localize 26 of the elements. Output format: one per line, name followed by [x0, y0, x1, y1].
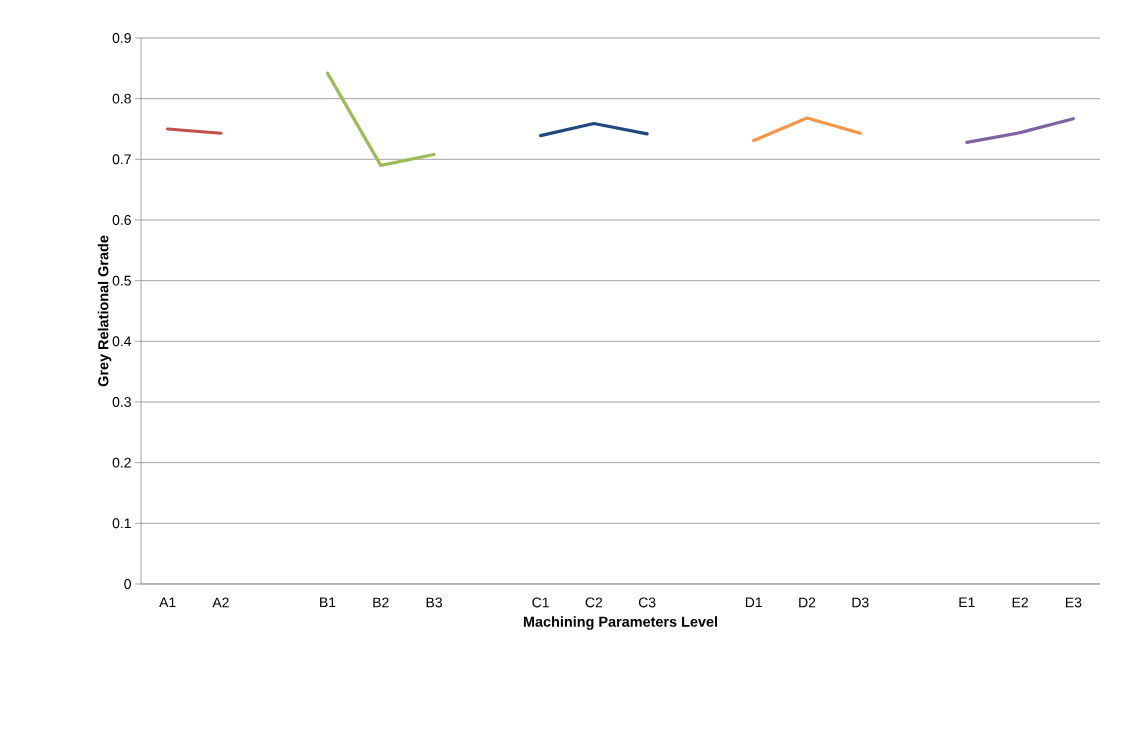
x-tick-label: B2 — [373, 597, 389, 608]
y-tick-label: 0.2 — [112, 457, 131, 468]
x-tick-label: E3 — [1065, 597, 1082, 608]
x-tick-label: B1 — [320, 597, 336, 608]
x-tick-label: E2 — [1012, 597, 1028, 608]
x-tick-label: D1 — [745, 597, 762, 608]
x-tick-label: C1 — [532, 597, 549, 608]
x-tick-label: C2 — [585, 597, 603, 608]
x-axis-title: Machining Parameters Level — [523, 616, 718, 630]
y-tick-label: 0 — [124, 579, 131, 589]
y-tick-label: 0.8 — [112, 93, 131, 104]
x-tick-label: D2 — [799, 597, 816, 608]
y-tick-label: 0.9 — [112, 33, 131, 43]
x-tick-label: A2 — [212, 597, 229, 608]
y-tick-label: 0.4 — [112, 336, 132, 347]
x-tick-label: D3 — [852, 597, 869, 608]
y-tick-label: 0.7 — [112, 154, 131, 165]
y-tick-label: 0.6 — [112, 215, 131, 225]
y-tick-label: 0.1 — [112, 518, 131, 529]
x-tick-label: B3 — [426, 597, 442, 608]
y-axis-title: Grey Relational Grade — [97, 235, 112, 387]
x-tick-label: A1 — [159, 597, 176, 608]
x-tick-label: C3 — [638, 597, 656, 608]
x-tick-label: E1 — [959, 597, 975, 608]
y-tick-label: 0.3 — [112, 397, 131, 407]
y-tick-label: 0.5 — [112, 275, 131, 286]
